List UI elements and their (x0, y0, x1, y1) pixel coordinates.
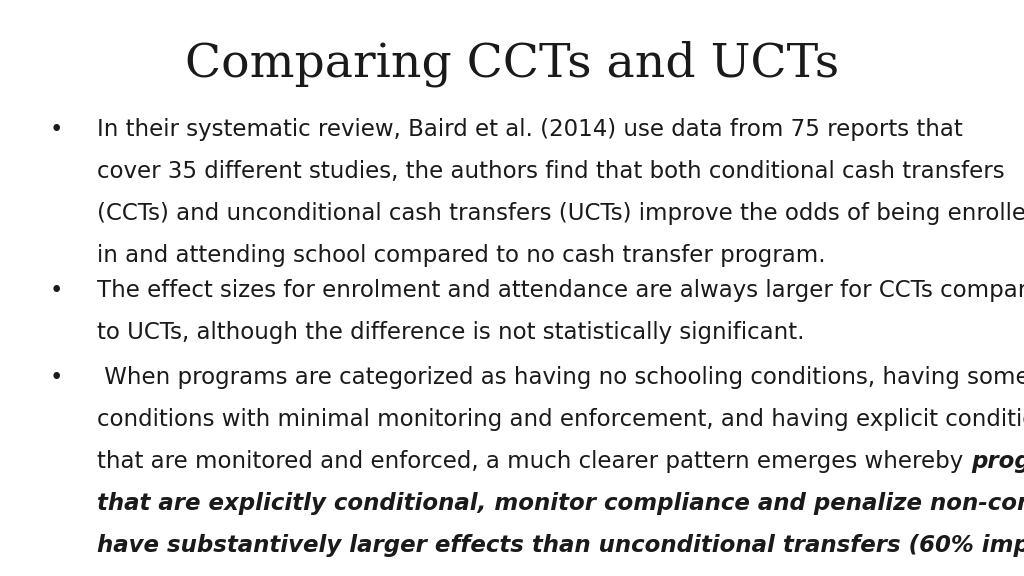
Text: in and attending school compared to no cash transfer program.: in and attending school compared to no c… (97, 244, 826, 267)
Text: •: • (49, 366, 62, 389)
Text: Comparing CCTs and UCTs: Comparing CCTs and UCTs (185, 40, 839, 87)
Text: cover 35 different studies, the authors find that both conditional cash transfer: cover 35 different studies, the authors … (97, 160, 1005, 183)
Text: programs: programs (971, 450, 1024, 473)
Text: conditions with minimal monitoring and enforcement, and having explicit conditio: conditions with minimal monitoring and e… (97, 408, 1024, 431)
Text: In their systematic review, Baird et al. (2014) use data from 75 reports that: In their systematic review, Baird et al.… (97, 118, 963, 141)
Text: •: • (49, 279, 62, 302)
Text: that are explicitly conditional, monitor compliance and penalize non-compliance: that are explicitly conditional, monitor… (97, 492, 1024, 515)
Text: that are monitored and enforced, a much clearer pattern emerges whereby: that are monitored and enforced, a much … (97, 450, 971, 473)
Text: (CCTs) and unconditional cash transfers (UCTs) improve the odds of being enrolle: (CCTs) and unconditional cash transfers … (97, 202, 1024, 225)
Text: When programs are categorized as having no schooling conditions, having some: When programs are categorized as having … (97, 366, 1024, 389)
Text: The effect sizes for enrolment and attendance are always larger for CCTs compare: The effect sizes for enrolment and atten… (97, 279, 1024, 302)
Text: •: • (49, 118, 62, 141)
Text: have substantively larger effects than unconditional transfers (60% improvement : have substantively larger effects than u… (97, 534, 1024, 557)
Text: to UCTs, although the difference is not statistically significant.: to UCTs, although the difference is not … (97, 321, 805, 344)
